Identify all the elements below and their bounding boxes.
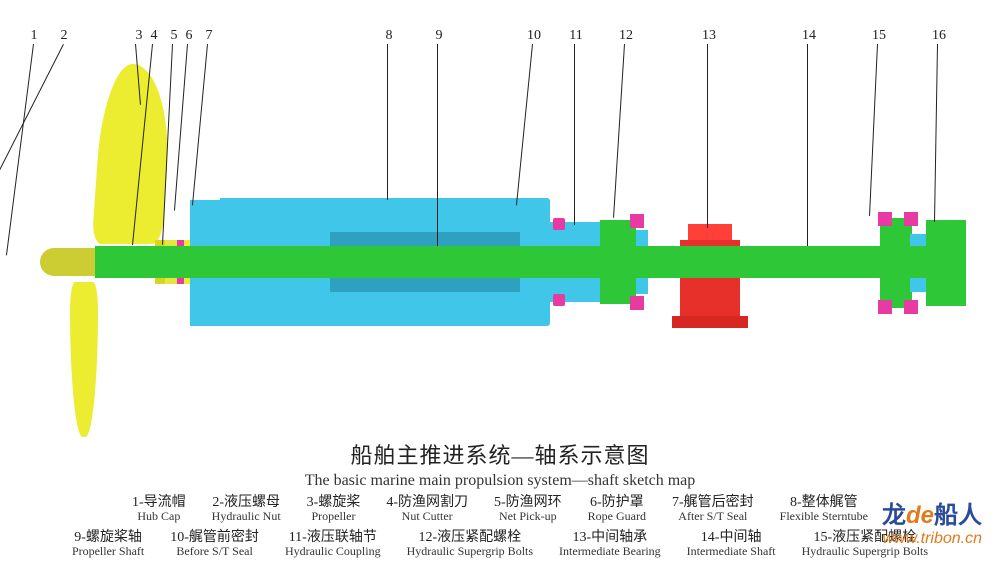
legend-item: 6-防护罩Rope Guard	[588, 495, 646, 524]
legend-cn: 9-螺旋桨轴	[72, 530, 144, 545]
callout-number: 11	[567, 28, 585, 44]
watermark-brand: 船人	[934, 502, 982, 529]
supergrip-bolt	[630, 214, 644, 228]
callout-number: 13	[700, 28, 718, 44]
callout-number: 4	[145, 28, 163, 44]
legend-item: 7-艉管后密封After S/T Seal	[672, 495, 754, 524]
legend-row: 9-螺旋桨轴Propeller Shaft 10-艉管前密封Before S/T …	[0, 530, 1000, 559]
legend-en: Hub Cap	[132, 510, 186, 523]
legend-cn: 2-液压螺母	[212, 495, 281, 510]
legend-en: Net Pick-up	[494, 510, 562, 523]
title-en: The basic marine main propulsion system—…	[0, 472, 1000, 490]
legend-item: 13-中间轴承Intermediate Bearing	[559, 530, 661, 559]
legend-cn: 14-中间轴	[687, 530, 776, 545]
legend-row: 1-导流帽Hub Cap 2-液压螺母Hydraulic Nut 3-螺旋桨Prop…	[0, 495, 1000, 524]
callout-line	[574, 44, 575, 225]
callout-line	[869, 44, 878, 216]
callout-line	[437, 44, 438, 255]
callout-line	[192, 44, 208, 205]
legend-en: After S/T Seal	[672, 510, 754, 523]
callout-number: 12	[617, 28, 635, 44]
callout-number: 1	[25, 28, 43, 44]
legend-item: 12-液压紧配螺栓Hydraulic Supergrip Bolts	[407, 530, 533, 559]
legend-cn: 10-艉管前密封	[170, 530, 259, 545]
hub-cap	[40, 248, 100, 276]
legend-en: Intermediate Shaft	[687, 545, 776, 558]
callout-line	[807, 44, 808, 248]
callout-line	[0, 44, 64, 245]
legend-cn: 1-导流帽	[132, 495, 186, 510]
callout-number: 10	[525, 28, 543, 44]
callout-line	[387, 44, 388, 200]
legend-cn: 5-防渔网环	[494, 495, 562, 510]
legend-en: Rope Guard	[588, 510, 646, 523]
legend-cn: 13-中间轴承	[559, 530, 661, 545]
legend-en: Hydraulic Coupling	[285, 545, 381, 558]
legend-item: 14-中间轴Intermediate Shaft	[687, 530, 776, 559]
supergrip-bolt	[630, 296, 644, 310]
legend-cn: 4-防渔网割刀	[386, 495, 468, 510]
watermark-brand: de	[906, 502, 934, 529]
propeller-blade-upper	[92, 64, 175, 244]
legend-item: 8-整体艉管Flexible Sterntube	[780, 495, 868, 524]
legend-item: 9-螺旋桨轴Propeller Shaft	[72, 530, 144, 559]
legend-item: 10-艉管前密封Before S/T Seal	[170, 530, 259, 559]
bolt	[553, 218, 565, 230]
callout-line	[516, 44, 533, 205]
callout-number: 8	[380, 28, 398, 44]
legend-en: Hydraulic Supergrip Bolts	[407, 545, 533, 558]
supergrip-bolt	[904, 300, 918, 314]
callout-number: 9	[430, 28, 448, 44]
propeller-blade-lower	[70, 282, 98, 437]
legend-cn: 7-艉管后密封	[672, 495, 754, 510]
callout-number: 2	[55, 28, 73, 44]
legend-item: 5-防渔网环Net Pick-up	[494, 495, 562, 524]
legend: 1-导流帽Hub Cap2-液压螺母Hydraulic Nut3-螺旋桨Prop…	[0, 495, 1000, 564]
legend-en: Flexible Sterntube	[780, 510, 868, 523]
watermark-url: www.tribon.cn	[882, 530, 982, 548]
legend-cn: 3-螺旋桨	[307, 495, 361, 510]
supergrip-bolt	[878, 212, 892, 226]
diagram: 12345678910111213141516	[0, 0, 1000, 440]
callout-number: 16	[930, 28, 948, 44]
legend-cn: 8-整体艉管	[780, 495, 868, 510]
supergrip-bolt	[904, 212, 918, 226]
legend-en: Before S/T Seal	[170, 545, 259, 558]
legend-cn: 6-防护罩	[588, 495, 646, 510]
caption: 船舶主推进系统—轴系示意图 The basic marine main prop…	[0, 438, 1000, 490]
legend-item: 3-螺旋桨Propeller	[307, 495, 361, 524]
title-cn: 船舶主推进系统—轴系示意图	[0, 438, 1000, 470]
watermark: 龙de船人 www.tribon.cn	[882, 495, 982, 548]
callout-number: 6	[180, 28, 198, 44]
callout-line	[707, 44, 708, 228]
callout-number: 15	[870, 28, 888, 44]
legend-en: Propeller Shaft	[72, 545, 144, 558]
bolt	[553, 294, 565, 306]
legend-item: 11-液压联轴节Hydraulic Coupling	[285, 530, 381, 559]
legend-cn: 12-液压紧配螺栓	[407, 530, 533, 545]
legend-en: Propeller	[307, 510, 361, 523]
callout-number: 14	[800, 28, 818, 44]
legend-en: Intermediate Bearing	[559, 545, 661, 558]
callout-line	[934, 44, 938, 222]
shaft	[95, 246, 965, 278]
legend-en: Hydraulic Nut	[212, 510, 281, 523]
supergrip-bolt	[878, 300, 892, 314]
callout-line	[613, 44, 625, 218]
legend-item: 4-防渔网割刀Nut Cutter	[386, 495, 468, 524]
watermark-brand: 龙	[882, 502, 906, 529]
legend-cn: 11-液压联轴节	[285, 530, 381, 545]
legend-item: 2-液压螺母Hydraulic Nut	[212, 495, 281, 524]
callout-number: 7	[200, 28, 218, 44]
intermediate-bearing-base	[672, 316, 748, 328]
callout-line	[174, 44, 188, 210]
legend-item: 1-导流帽Hub Cap	[132, 495, 186, 524]
legend-en: Nut Cutter	[386, 510, 468, 523]
